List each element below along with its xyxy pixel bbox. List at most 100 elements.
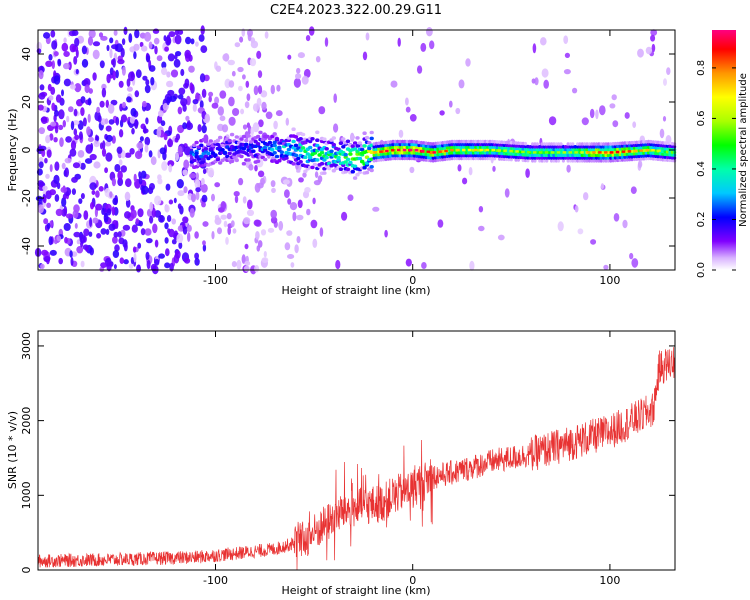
spectrogram-ridge-cell bbox=[374, 155, 378, 160]
spectrogram-cell bbox=[80, 162, 86, 170]
spectrogram-cell bbox=[58, 109, 65, 120]
spectrogram-ridge-cell bbox=[303, 155, 308, 159]
spectrogram-ridge-cell bbox=[241, 161, 247, 166]
spectrogram-ridge-cell bbox=[580, 153, 584, 157]
spectrogram-ridge-cell bbox=[651, 140, 655, 144]
spectrogram-ridge-cell bbox=[364, 170, 370, 175]
spectrogram-cell bbox=[293, 77, 301, 88]
spectrogram-ridge-cell bbox=[505, 151, 509, 156]
colorbar: 0.00.20.40.60.8 Normalized spectral ampl… bbox=[696, 30, 749, 278]
spectrogram-ridge-cell bbox=[255, 159, 261, 163]
spectrogram-ridge-core bbox=[473, 148, 478, 152]
spectrogram-ridge-cell bbox=[592, 145, 596, 149]
spectrogram-ridge-cell bbox=[381, 146, 386, 151]
spectrogram-ridge-cell bbox=[656, 146, 660, 150]
spectrogram-cell bbox=[201, 177, 205, 186]
spectrogram-ridge-cell bbox=[419, 143, 423, 148]
spectrogram-cell bbox=[292, 211, 297, 222]
spectrogram-ridge-cell bbox=[424, 147, 428, 151]
spectrogram-ridge-cell bbox=[583, 147, 587, 152]
spectrogram-cell bbox=[462, 177, 468, 185]
spectrogram-ridge-cell bbox=[564, 145, 568, 149]
spectrogram-cell bbox=[171, 239, 177, 245]
spectrogram-cell bbox=[96, 233, 102, 239]
spectrogram-ridge-cell bbox=[400, 142, 405, 147]
spectrogram-ridge-cell bbox=[490, 153, 494, 158]
spectrogram-cell bbox=[106, 261, 112, 272]
spectrogram-cell bbox=[56, 235, 61, 242]
spectrogram-ridge-cell bbox=[471, 139, 475, 144]
spectrogram-ridge-cell bbox=[611, 147, 615, 152]
spectrogram-ridge-core bbox=[373, 151, 377, 154]
spectrogram-cell bbox=[141, 45, 148, 52]
spectrogram-ridge-cell bbox=[246, 133, 251, 138]
spectrogram-cell bbox=[170, 69, 179, 78]
spectrogram-ridge-cell bbox=[639, 140, 644, 144]
spectrogram-ridge-cell bbox=[623, 155, 627, 159]
spectrogram-ridge-cell bbox=[516, 147, 521, 151]
spectrogram-ridge-cell bbox=[533, 145, 537, 149]
spectrogram-cell bbox=[125, 198, 131, 208]
spectrogram-ridge-cell bbox=[486, 145, 490, 149]
spectrogram-ridge-cell bbox=[632, 140, 637, 145]
spectrogram-ridge-cell bbox=[531, 145, 535, 149]
spectrogram-ridge-cell bbox=[474, 151, 478, 155]
spectrogram-cell bbox=[315, 56, 321, 63]
spectrogram-ridge-cell bbox=[611, 158, 615, 163]
spectrogram-ridge-cell bbox=[462, 151, 466, 155]
spectrogram-ridge-cell bbox=[507, 146, 511, 151]
spectrogram-ridge-cell bbox=[585, 147, 589, 152]
spectrogram-ridge-cell bbox=[606, 147, 610, 152]
spectrogram-ridge-cell bbox=[639, 145, 644, 150]
spectrogram-ridge-cell bbox=[300, 146, 306, 150]
spectrogram-ridge-cell bbox=[542, 142, 547, 146]
spectrogram-cell bbox=[465, 58, 471, 67]
spectrogram-ridge-cell bbox=[338, 141, 344, 145]
spectrogram-ridge-cell bbox=[481, 151, 485, 155]
spectrogram-cell bbox=[124, 191, 131, 201]
spectrogram-ridge-cell bbox=[568, 159, 573, 163]
spectrogram-cell bbox=[79, 234, 86, 244]
spectrogram-ridge-cell bbox=[623, 152, 627, 157]
spectrogram-ridge-cell bbox=[362, 165, 367, 170]
spectrogram-ridge-cell bbox=[410, 153, 414, 158]
spectrogram-cell bbox=[264, 31, 269, 39]
spectrogram-ridge-cell bbox=[538, 147, 542, 152]
spectrogram-cell bbox=[182, 216, 189, 224]
spectrogram-cell bbox=[184, 257, 191, 264]
spectrogram-cell bbox=[231, 261, 237, 268]
spectrogram-ridge-cell bbox=[379, 141, 383, 145]
spectrogram-ridge-cell bbox=[469, 142, 473, 147]
chart-title: C2E4.2023.322.00.29.G11 bbox=[270, 3, 442, 18]
spectrogram-ridge-cell bbox=[443, 146, 447, 150]
spectrogram-cell bbox=[301, 75, 309, 85]
spectrogram-ridge-cell bbox=[594, 142, 599, 146]
spectrogram-ridge-cell bbox=[649, 145, 653, 150]
spectrogram-cell bbox=[187, 232, 191, 242]
spectrogram-ridge-cell bbox=[443, 151, 447, 156]
spectrogram-ridge-cell bbox=[620, 158, 625, 162]
spectrogram-ridge-cell bbox=[649, 139, 653, 144]
spectrogram-ridge-cell bbox=[620, 155, 625, 159]
spectrogram-ridge-cell bbox=[460, 151, 464, 155]
spectrogram-cell bbox=[317, 175, 323, 183]
spectrogram-cell bbox=[55, 94, 62, 103]
spectrogram-ridge-cell bbox=[533, 156, 537, 160]
spectrogram-ridge-cell bbox=[384, 140, 388, 145]
spectrogram-ridge-cell bbox=[279, 150, 284, 154]
spectrogram-ridge-cell bbox=[206, 142, 211, 146]
spectrogram-cell bbox=[45, 173, 50, 179]
spectrogram-ridge-cell bbox=[616, 144, 620, 149]
spectrogram-ridge-cell bbox=[502, 154, 506, 159]
spectrogram-cell bbox=[146, 259, 151, 270]
spectrogram-cell bbox=[76, 246, 84, 254]
spectrogram-cell bbox=[117, 177, 124, 187]
spectrogram-ridge-cell bbox=[422, 141, 426, 145]
spectrogram-ridge-cell bbox=[462, 145, 466, 149]
spectrogram-cell bbox=[135, 69, 142, 79]
spectrogram-cell bbox=[312, 238, 318, 248]
spectrogram-ridge-cell bbox=[519, 152, 523, 157]
spectrogram-ridge-cell bbox=[483, 139, 487, 144]
snr-frame bbox=[37, 330, 676, 571]
spectrogram-cell bbox=[595, 109, 599, 120]
